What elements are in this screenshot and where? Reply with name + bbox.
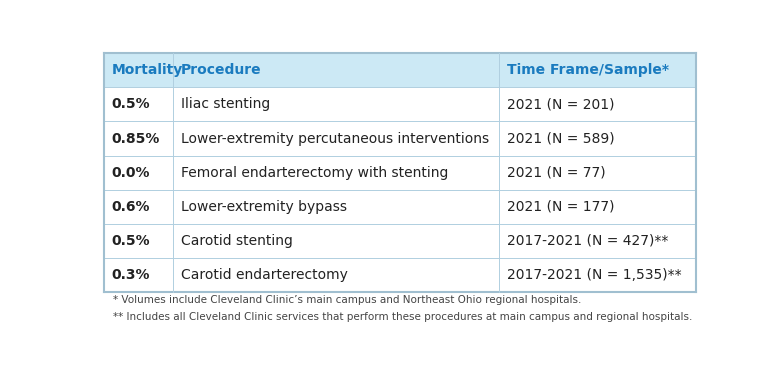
Text: 2021 (N = 589): 2021 (N = 589) — [507, 132, 615, 145]
Text: 2021 (N = 201): 2021 (N = 201) — [507, 97, 615, 112]
Text: 0.5%: 0.5% — [112, 233, 150, 248]
Text: Lower-extremity bypass: Lower-extremity bypass — [181, 200, 347, 214]
Text: Lower-extremity percutaneous interventions: Lower-extremity percutaneous interventio… — [181, 132, 489, 145]
Text: Time Frame/Sample*: Time Frame/Sample* — [507, 63, 669, 78]
Text: 0.85%: 0.85% — [112, 132, 160, 145]
Bar — [104, 122, 696, 156]
Text: Femoral endarterectomy with stenting: Femoral endarterectomy with stenting — [181, 166, 448, 179]
Text: 0.6%: 0.6% — [112, 200, 150, 214]
Text: 0.0%: 0.0% — [112, 166, 150, 179]
Text: * Volumes include Cleveland Clinic’s main campus and Northeast Ohio regional hos: * Volumes include Cleveland Clinic’s mai… — [112, 295, 581, 305]
Text: 2021 (N = 77): 2021 (N = 77) — [507, 166, 606, 179]
Text: 2021 (N = 177): 2021 (N = 177) — [507, 200, 615, 214]
Text: 0.5%: 0.5% — [112, 97, 150, 112]
Text: Iliac stenting: Iliac stenting — [181, 97, 270, 112]
Text: Mortality: Mortality — [112, 63, 183, 78]
Text: 2017-2021 (N = 1,535)**: 2017-2021 (N = 1,535)** — [507, 268, 682, 282]
Text: Carotid stenting: Carotid stenting — [181, 233, 292, 248]
Bar — [104, 156, 696, 189]
Text: 2017-2021 (N = 427)**: 2017-2021 (N = 427)** — [507, 233, 668, 248]
Bar — [104, 53, 696, 87]
Text: Procedure: Procedure — [181, 63, 261, 78]
Text: 0.3%: 0.3% — [112, 268, 150, 282]
Text: Carotid endarterectomy: Carotid endarterectomy — [181, 268, 348, 282]
Bar — [104, 258, 696, 292]
Bar — [104, 189, 696, 224]
Bar — [104, 87, 696, 122]
Text: ** Includes all Cleveland Clinic services that perform these procedures at main : ** Includes all Cleveland Clinic service… — [112, 313, 692, 322]
Bar — [104, 224, 696, 258]
